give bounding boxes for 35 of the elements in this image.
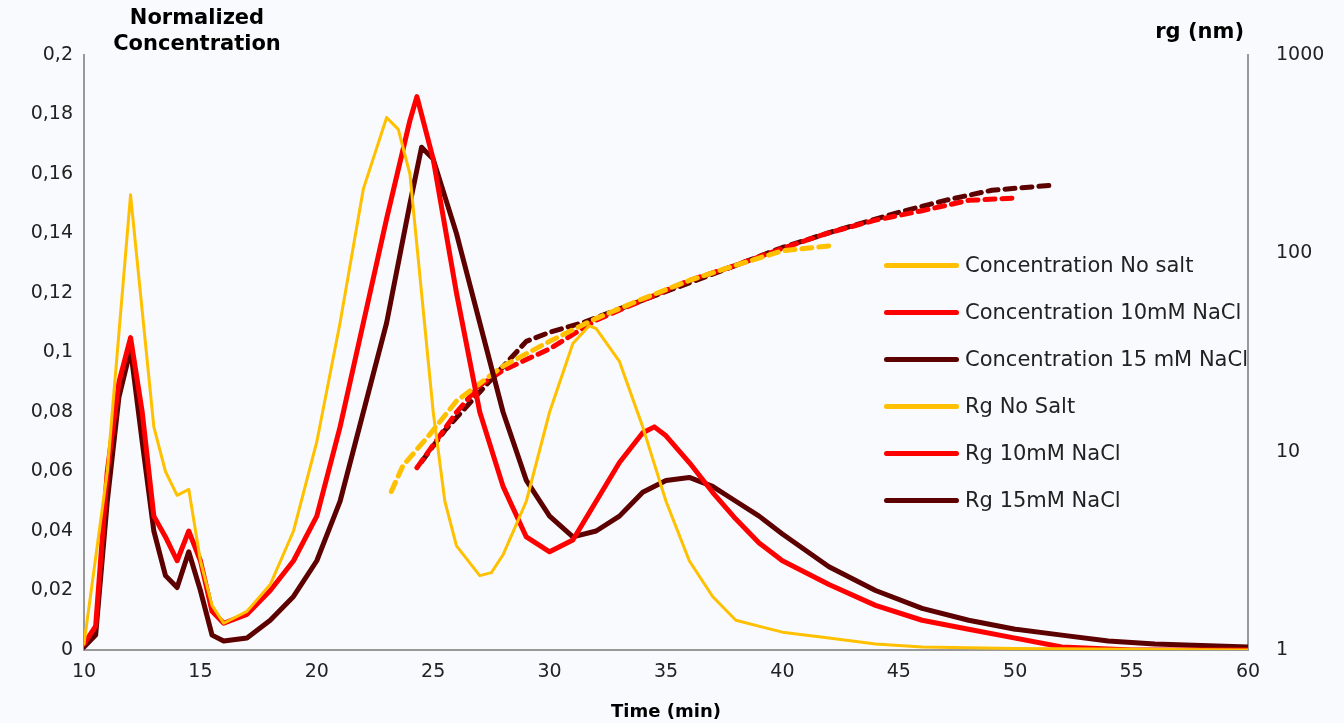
y-tick-label: 0,1	[42, 339, 73, 362]
y2-tick-label: 10	[1276, 438, 1301, 461]
y-tick-label: 0,2	[42, 41, 73, 64]
legend-label: Concentration 10mM NaCl	[965, 300, 1242, 324]
legend-label: Rg 10mM NaCl	[965, 441, 1121, 465]
y2-axis-title: rg (nm)	[1155, 18, 1244, 44]
y-tick-label: 0,08	[30, 398, 73, 421]
y-tick-label: 0,04	[30, 517, 73, 540]
x-tick-label: 35	[653, 659, 679, 682]
y2-tick-label: 1000	[1276, 41, 1325, 64]
x-tick-label: 55	[1119, 659, 1144, 682]
y-tick-label: 0,02	[30, 577, 73, 600]
y-tick-label: 0,16	[30, 160, 73, 183]
y2-tick-label: 1	[1276, 636, 1289, 659]
x-tick-label: 25	[421, 659, 446, 682]
y-tick-label: 0,06	[30, 458, 73, 481]
x-tick-label: 30	[537, 659, 562, 682]
x-tick-label: 50	[1003, 659, 1028, 682]
x-tick-label: 40	[770, 659, 795, 682]
x-tick-label: 20	[304, 659, 329, 682]
y-tick-label: 0,12	[30, 279, 73, 302]
x-tick-label: 10	[71, 659, 97, 682]
x-tick-label: 15	[188, 659, 213, 682]
legend-label: Rg No Salt	[965, 394, 1076, 418]
y-axis-title: Normalized Concentration	[112, 4, 282, 56]
x-tick-label: 45	[886, 659, 911, 682]
y-tick-label: 0	[60, 636, 73, 659]
y2-tick-label: 100	[1276, 240, 1313, 263]
y-tick-label: 0,14	[30, 220, 73, 243]
legend-label: Rg 15mM NaCl	[965, 488, 1121, 512]
legend-label: Concentration 15 mM NaCl	[965, 347, 1248, 371]
x-axis-title: Time (min)	[611, 699, 721, 721]
legend-label: Concentration No salt	[965, 253, 1194, 277]
x-tick-label: 60	[1235, 659, 1261, 682]
y-tick-label: 0,18	[30, 101, 73, 124]
